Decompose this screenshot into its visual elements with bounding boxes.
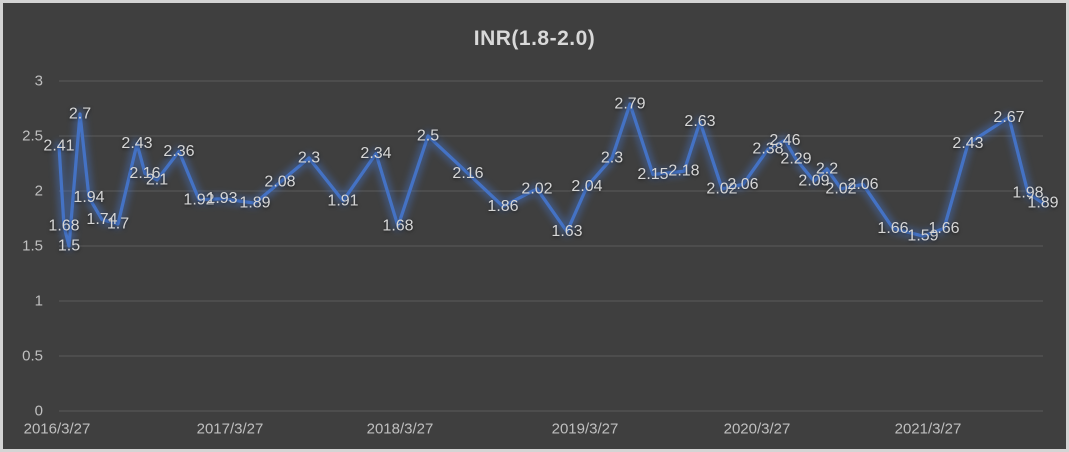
data-point-label: 2.02 [706, 180, 737, 197]
data-point-label: 2.34 [360, 145, 391, 162]
data-point-label: 1.59 [907, 228, 938, 245]
data-point-label: 1.63 [551, 223, 582, 240]
x-axis-tick-label: 2021/3/27 [895, 421, 962, 438]
data-point-label: 2.15 [637, 166, 668, 183]
x-axis-tick-label: 2016/3/27 [24, 421, 91, 438]
data-point-label: 1.93 [206, 190, 237, 207]
data-point-label: 1.86 [487, 198, 518, 215]
y-axis-tick-label: 3 [35, 73, 43, 90]
data-point-label: 2.41 [43, 137, 74, 154]
data-point-label: 2.18 [668, 163, 699, 180]
x-axis-tick-label: 2017/3/27 [197, 421, 264, 438]
data-point-label: 2.2 [816, 161, 838, 178]
data-point-label: 1.68 [48, 218, 79, 235]
data-point-label: 2.06 [727, 176, 758, 193]
data-point-label: 1.66 [928, 220, 959, 237]
data-point-label: 1.66 [877, 220, 908, 237]
data-point-label: 1.94 [73, 189, 104, 206]
data-point-label: 2.09 [798, 173, 829, 190]
y-axis-tick-label: 0 [35, 403, 43, 420]
data-point-label: 2.02 [825, 180, 856, 197]
series-line [57, 102, 1045, 248]
data-point-label: 2.43 [121, 135, 152, 152]
data-point-label: 2.08 [264, 174, 295, 191]
data-point-label: 2.5 [417, 128, 439, 145]
data-point-label: 2.43 [952, 135, 983, 152]
data-point-label: 2.16 [452, 165, 483, 182]
data-point-label: 2.06 [847, 176, 878, 193]
y-axis-tick-label: 0.5 [22, 348, 43, 365]
data-point-label: 2.16 [129, 165, 160, 182]
data-point-label: 2.1 [146, 172, 168, 189]
data-point-label: 2.38 [752, 141, 783, 158]
x-axis-tick-label: 2018/3/27 [367, 421, 434, 438]
data-point-label: 1.74 [86, 211, 117, 228]
data-point-label: 2.79 [614, 96, 645, 113]
data-point-label: 1.98 [1012, 185, 1043, 202]
data-point-label: 2.7 [69, 106, 91, 123]
data-point-label: 1.7 [107, 216, 129, 233]
chart-title: INR(1.8-2.0) [473, 27, 596, 50]
data-point-label: 2.46 [769, 132, 800, 149]
y-axis-tick-label: 2.5 [22, 128, 43, 145]
y-axis-tick-label: 1 [35, 293, 43, 310]
y-axis-tick-label: 2 [35, 183, 43, 200]
data-point-label: 2.36 [163, 143, 194, 160]
data-point-label: 2.3 [601, 150, 623, 167]
data-point-label: 1.89 [1027, 195, 1058, 212]
data-point-label: 2.29 [780, 151, 811, 168]
data-point-label: 2.67 [993, 109, 1024, 126]
data-point-label: 2.3 [298, 150, 320, 167]
data-point-label: 2.02 [521, 180, 552, 197]
data-point-label: 1.5 [58, 238, 80, 255]
x-axis-tick-label: 2019/3/27 [552, 421, 619, 438]
data-point-label: 1.68 [382, 218, 413, 235]
data-point-label: 1.92 [183, 191, 214, 208]
data-point-label: 1.89 [239, 195, 270, 212]
y-axis-tick-label: 1.5 [22, 238, 43, 255]
x-axis-tick-label: 2020/3/27 [724, 421, 791, 438]
data-point-label: 2.63 [684, 113, 715, 130]
data-point-label: 1.91 [327, 192, 358, 209]
data-point-label: 2.04 [571, 178, 602, 195]
